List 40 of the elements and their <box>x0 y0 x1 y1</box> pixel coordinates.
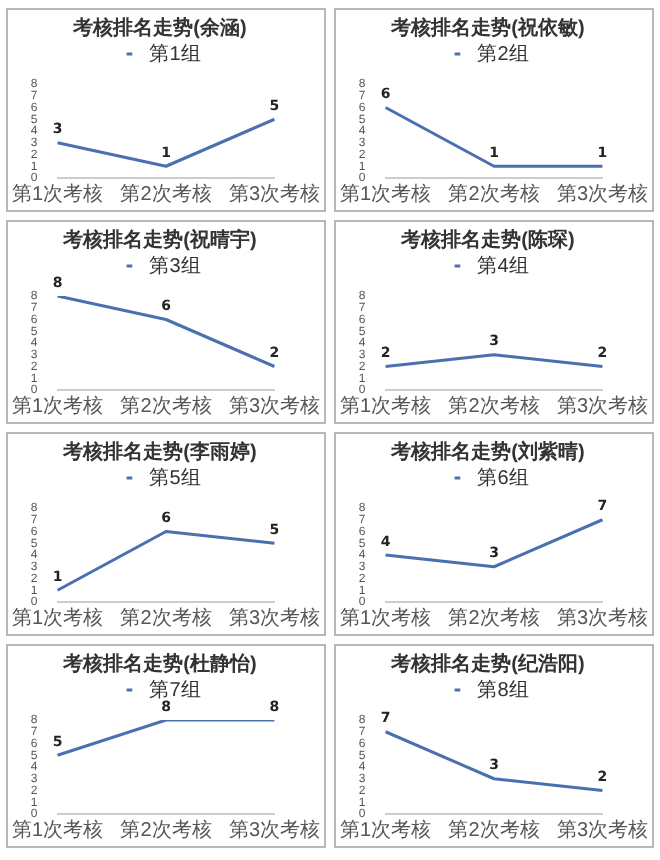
legend-label: 第2组 <box>477 41 529 66</box>
x-tick-label: 第3次考核 <box>228 393 320 418</box>
x-tick-label: 第1次考核 <box>12 181 104 206</box>
chart-title: 考核排名走势(刘紫晴) <box>389 439 585 464</box>
legend-label: 第1组 <box>149 41 201 66</box>
x-tick-label: 第3次考核 <box>228 817 320 842</box>
x-tick-label: 第3次考核 <box>556 393 648 418</box>
x-tick-label: 第2次考核 <box>120 181 212 206</box>
x-tick-label: 第1次考核 <box>12 393 104 418</box>
x-tick-label: 第1次考核 <box>12 605 104 630</box>
x-tick-label: 第3次考核 <box>556 605 648 630</box>
x-tick-label: 第2次考核 <box>120 605 212 630</box>
chart-title: 考核排名走势(祝依敏) <box>389 15 585 40</box>
x-tick-label: 第2次考核 <box>448 817 540 842</box>
legend-label: 第5组 <box>149 465 201 490</box>
x-tick-label: 第2次考核 <box>448 393 540 418</box>
chart-title: 考核排名走势(陈琛) <box>399 227 575 252</box>
x-tick-label: 第3次考核 <box>228 181 320 206</box>
x-tick-label: 第2次考核 <box>120 393 212 418</box>
x-tick-label: 第3次考核 <box>556 817 648 842</box>
x-tick-label: 第1次考核 <box>340 181 432 206</box>
x-tick-label: 第1次考核 <box>340 817 432 842</box>
legend-label: 第8组 <box>477 677 529 702</box>
x-tick-label: 第2次考核 <box>448 181 540 206</box>
x-tick-label: 第1次考核 <box>340 605 432 630</box>
legend-label: 第4组 <box>477 253 529 278</box>
x-tick-label: 第3次考核 <box>556 181 648 206</box>
x-tick-label: 第2次考核 <box>448 605 540 630</box>
legend-label: 第7组 <box>149 677 201 702</box>
x-tick-label: 第1次考核 <box>340 393 432 418</box>
chart-title: 考核排名走势(纪浩阳) <box>389 651 585 676</box>
chart-title: 考核排名走势(余涵) <box>71 15 247 40</box>
chart-title: 考核排名走势(李雨婷) <box>61 439 257 464</box>
legend-label: 第3组 <box>149 253 201 278</box>
chart-title: 考核排名走势(祝晴宇) <box>61 227 257 252</box>
x-tick-label: 第2次考核 <box>120 817 212 842</box>
chart-title: 考核排名走势(杜静怡) <box>61 651 257 676</box>
x-tick-label: 第1次考核 <box>12 817 104 842</box>
x-tick-label: 第3次考核 <box>228 605 320 630</box>
legend-label: 第6组 <box>477 465 529 490</box>
